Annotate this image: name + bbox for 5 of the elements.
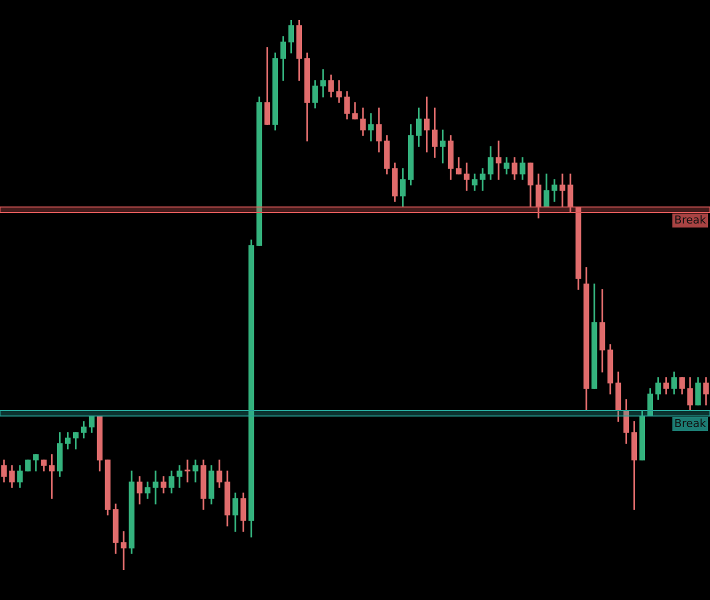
candlestick — [184, 460, 190, 482]
band-label: Break — [674, 213, 707, 226]
candlestick — [368, 113, 374, 142]
candlestick — [152, 470, 158, 504]
band-label: Break — [674, 416, 707, 430]
